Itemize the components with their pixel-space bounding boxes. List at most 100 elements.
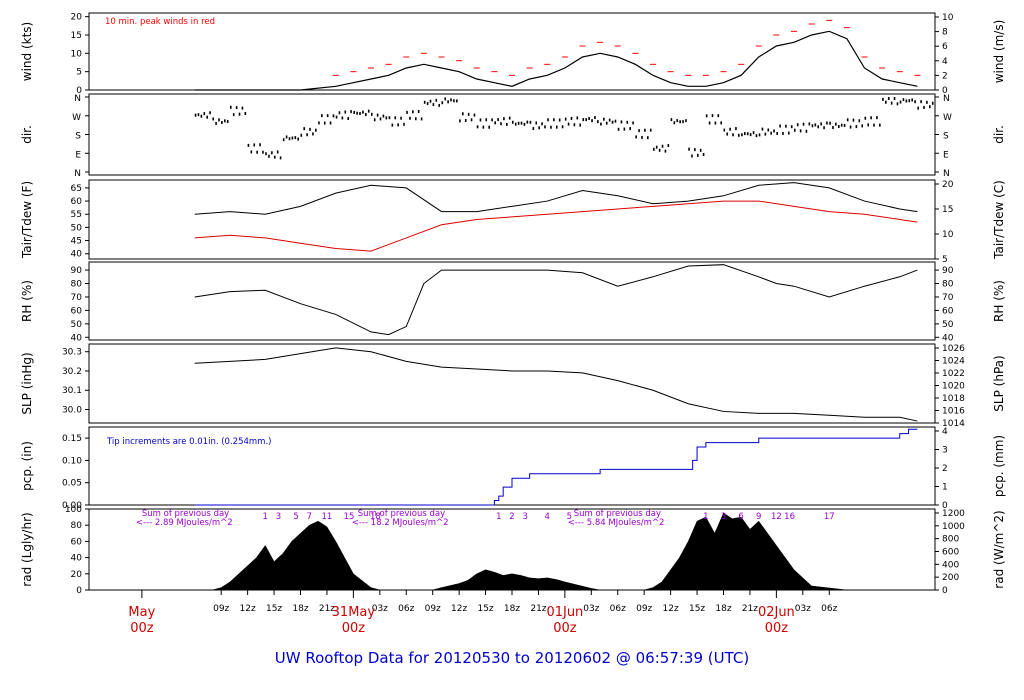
dir-point (567, 122, 570, 126)
dir-point (696, 153, 699, 157)
dir-point (318, 121, 320, 125)
dir-point (694, 148, 696, 152)
rad-ytick-label-right: 800 (942, 535, 959, 545)
dir-point (429, 99, 432, 103)
dir-point (459, 119, 461, 123)
pcp-ytick-label-left: 0.05 (62, 479, 82, 489)
dir-point (432, 103, 435, 107)
temp-ylabel-right: Tair/Tdew (C) (992, 180, 1006, 260)
time-minor-tick-label: 18z (504, 604, 520, 614)
slp-ytick-label-left: 30.0 (62, 406, 82, 416)
slp-panel: 30.0 30.1 30.2 30.3 1014 1016 1018 1020 1022 1024… (62, 343, 965, 429)
dir-point (500, 122, 502, 126)
dir-point (435, 98, 438, 102)
wind-ytick-label-right: 4 (942, 57, 948, 67)
temp-ytick-label-left: 45 (71, 237, 82, 247)
time-minor-tick-label: 09z (636, 604, 652, 614)
dir-ytick-label-left: W (72, 113, 81, 123)
dir-point (729, 127, 731, 131)
dir-point (212, 117, 214, 121)
dir-point (391, 123, 394, 127)
dir-point (597, 120, 599, 124)
dir-panel: N NE ES SW WN N (72, 93, 952, 179)
dir-ylabel-right: dir. (992, 125, 1006, 144)
rad-hour-marker: 12 (771, 512, 782, 522)
dir-point (523, 122, 526, 126)
dir-point (805, 129, 808, 133)
slp-ytick-label-left: 30.3 (62, 348, 82, 358)
rad-hour-marker: 5 (567, 512, 572, 522)
pcp-ylabel-left: pcp. (in) (20, 441, 34, 491)
pcp-panel: 0.00 0.05 0.10 0.15 0 1 2 3 4 Tip increments are … (62, 426, 948, 511)
rad-area (194, 512, 918, 591)
dir-point (746, 132, 749, 136)
temp-ytick-label-left: 40 (71, 250, 83, 260)
dir-point (790, 125, 793, 129)
dir-point (864, 116, 867, 120)
dir-point (931, 101, 934, 105)
dir-point (732, 133, 734, 137)
dir-point (735, 127, 737, 131)
temp-ytick-label-right: 15 (942, 205, 953, 215)
time-minor-tick-label: 06z (821, 604, 837, 614)
time-major-tick-label: 31May (332, 605, 376, 620)
wind-ytick-label-left: 20 (71, 13, 83, 23)
wind-annotation: 10 min. peak winds in red (105, 17, 215, 27)
dir-point (221, 120, 223, 124)
dir-point (347, 117, 349, 121)
dir-point (514, 122, 517, 126)
dir-point (276, 150, 279, 154)
dir-point (799, 129, 802, 133)
dir-point (638, 129, 640, 133)
time-minor-tick-label: 15z (477, 604, 493, 614)
dir-point (887, 97, 890, 100)
dir-point (641, 135, 643, 139)
rad-hour-marker: 3 (276, 512, 281, 522)
rh-ytick-label-right: 90 (942, 266, 954, 276)
rh-ytick-label-right: 50 (942, 320, 954, 330)
time-minor-tick-label: 21z (530, 604, 546, 614)
dir-point (206, 115, 208, 119)
dir-point (620, 120, 623, 124)
dir-point (279, 156, 282, 160)
dir-point (365, 113, 367, 117)
dir-point (655, 145, 658, 149)
dir-point (573, 123, 576, 127)
dir-point (450, 98, 452, 102)
dir-point (482, 125, 485, 129)
dir-point (603, 117, 605, 121)
dir-point (870, 116, 872, 120)
dir-point (843, 123, 846, 127)
slp-ytick-label-right: 1026 (942, 344, 965, 354)
rh-ytick-label-left: 80 (71, 280, 83, 290)
time-major-tick-label: 02Jun (758, 605, 795, 620)
time-minor-tick-label: 18z (292, 604, 308, 614)
pcp-ytick-label-right: 0 (942, 501, 948, 511)
dir-point (623, 127, 626, 131)
dir-point (626, 120, 629, 124)
dir-point (444, 97, 447, 101)
dir-point (820, 122, 822, 126)
dir-point (905, 99, 908, 103)
dir-point (417, 109, 420, 113)
dir-point (423, 100, 426, 104)
dir-point (544, 125, 546, 129)
dir-point (382, 114, 385, 118)
dir-point (899, 100, 902, 104)
dir-point (861, 124, 864, 128)
slp-ytick-label-right: 1020 (942, 382, 965, 392)
dir-point (224, 119, 226, 123)
dir-point (485, 118, 488, 122)
dir-point (285, 135, 288, 139)
dir-point (867, 123, 870, 127)
dir-point (846, 118, 849, 122)
dir-point (309, 127, 311, 131)
dir-point (849, 125, 852, 129)
dir-point (688, 147, 690, 151)
dir-point (882, 97, 884, 101)
rad-hour-marker: 18 (370, 512, 381, 522)
dir-point (353, 110, 355, 114)
rad-annotation: Sum of previous day (358, 509, 445, 519)
dir-point (782, 131, 784, 135)
